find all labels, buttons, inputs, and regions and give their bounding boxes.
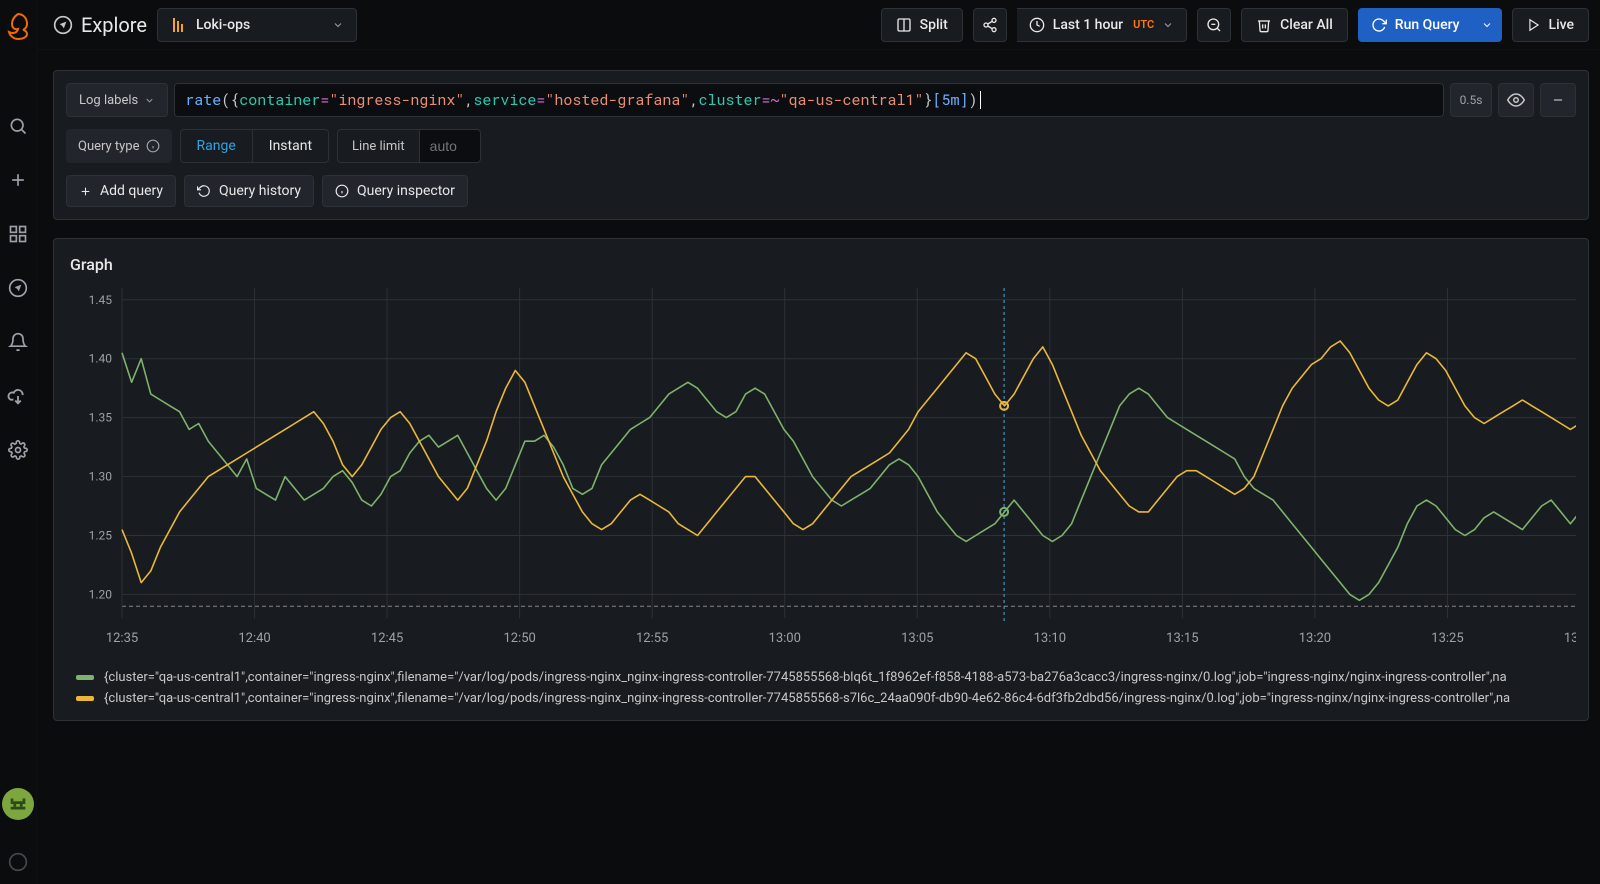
legend-item[interactable]: {cluster="qa-us-central1",container="ing… bbox=[76, 691, 1572, 706]
query-inspector-button[interactable]: Query inspector bbox=[322, 175, 468, 207]
info-icon bbox=[146, 139, 160, 153]
query-type-instant[interactable]: Instant bbox=[253, 129, 329, 163]
chart-legend: {cluster="qa-us-central1",container="ing… bbox=[66, 664, 1576, 708]
svg-text:13:10: 13:10 bbox=[1034, 631, 1066, 646]
play-icon bbox=[1527, 18, 1541, 32]
run-query-group: Run Query bbox=[1358, 8, 1502, 42]
log-labels-text: Log labels bbox=[79, 93, 138, 108]
time-range-button[interactable]: Last 1 hour UTC bbox=[1017, 8, 1187, 42]
zoom-out-button[interactable] bbox=[1197, 8, 1231, 42]
compass-icon bbox=[53, 15, 73, 35]
line-limit-label: Line limit bbox=[337, 129, 419, 163]
gear-icon[interactable] bbox=[0, 432, 36, 468]
svg-text:1.35: 1.35 bbox=[89, 411, 113, 425]
plus-icon bbox=[79, 185, 92, 198]
svg-text:12:45: 12:45 bbox=[371, 631, 403, 646]
svg-text:13:15: 13:15 bbox=[1166, 631, 1198, 646]
datasource-name: Loki-ops bbox=[196, 17, 324, 33]
legend-item[interactable]: {cluster="qa-us-central1",container="ing… bbox=[76, 670, 1572, 685]
line-limit-input[interactable] bbox=[419, 129, 481, 163]
query-type-range[interactable]: Range bbox=[180, 129, 253, 163]
svg-text:13:20: 13:20 bbox=[1299, 631, 1331, 646]
time-range-group: Last 1 hour UTC bbox=[1017, 8, 1187, 42]
minus-icon bbox=[1551, 93, 1565, 107]
plus-icon[interactable] bbox=[0, 162, 36, 198]
alerting-icon[interactable] bbox=[0, 324, 36, 360]
query-history-label: Query history bbox=[219, 183, 301, 199]
svg-text:13:30: 13:30 bbox=[1564, 631, 1576, 646]
graph-panel: Graph 1.20 1.25 1.30 1.35 1.40 1.45 12:35 12:40… bbox=[53, 238, 1589, 721]
explore-icon[interactable] bbox=[0, 270, 36, 306]
topbar: Explore Loki-ops Split Last 1 hour UTC bbox=[37, 0, 1600, 50]
loki-icon bbox=[170, 16, 188, 34]
query-editor-panel: Log labels rate({container="ingress-ngin… bbox=[53, 70, 1589, 220]
share-icon bbox=[982, 17, 998, 33]
left-nav bbox=[0, 0, 37, 884]
query-preview-button[interactable] bbox=[1498, 83, 1534, 117]
chevron-down-icon bbox=[332, 19, 344, 31]
svg-text:1.30: 1.30 bbox=[89, 470, 113, 484]
trash-icon bbox=[1256, 17, 1272, 33]
run-query-dropdown[interactable] bbox=[1473, 8, 1502, 42]
search-icon[interactable] bbox=[0, 108, 36, 144]
query-type-segmented: Range Instant bbox=[180, 129, 330, 163]
grafana-logo[interactable] bbox=[2, 10, 34, 42]
clear-all-label: Clear All bbox=[1280, 17, 1333, 33]
svg-text:12:40: 12:40 bbox=[238, 631, 270, 646]
svg-text:13:25: 13:25 bbox=[1431, 631, 1463, 646]
legend-swatch bbox=[76, 675, 94, 680]
query-input[interactable]: rate({container="ingress-nginx", service… bbox=[174, 83, 1444, 117]
info-icon bbox=[335, 184, 349, 198]
run-query-button[interactable]: Run Query bbox=[1358, 8, 1473, 42]
chevron-down-icon bbox=[1481, 19, 1493, 31]
svg-text:12:35: 12:35 bbox=[106, 631, 138, 646]
cloud-icon[interactable] bbox=[0, 378, 36, 414]
chevron-down-icon bbox=[1162, 19, 1174, 31]
history-icon bbox=[197, 184, 211, 198]
legend-label: {cluster="qa-us-central1",container="ing… bbox=[104, 691, 1510, 706]
log-labels-button[interactable]: Log labels bbox=[66, 83, 168, 117]
help-icon[interactable] bbox=[0, 844, 36, 880]
svg-text:12:50: 12:50 bbox=[503, 631, 535, 646]
svg-text:13:05: 13:05 bbox=[901, 631, 933, 646]
svg-text:12:55: 12:55 bbox=[636, 631, 668, 646]
query-exec-time: 0.5s bbox=[1450, 83, 1492, 117]
split-icon bbox=[896, 17, 912, 33]
legend-label: {cluster="qa-us-central1",container="ing… bbox=[104, 670, 1507, 685]
split-label: Split bbox=[920, 17, 948, 33]
split-button[interactable]: Split bbox=[881, 8, 963, 42]
clock-icon bbox=[1029, 17, 1045, 33]
refresh-icon bbox=[1371, 17, 1387, 33]
page-title: Explore bbox=[53, 13, 147, 37]
live-button[interactable]: Live bbox=[1512, 8, 1589, 42]
query-history-button[interactable]: Query history bbox=[184, 175, 314, 207]
dashboards-icon[interactable] bbox=[0, 216, 36, 252]
clear-all-button[interactable]: Clear All bbox=[1241, 8, 1348, 42]
svg-text:1.25: 1.25 bbox=[89, 529, 113, 543]
svg-text:13:00: 13:00 bbox=[769, 631, 801, 646]
share-button[interactable] bbox=[973, 8, 1007, 42]
eye-icon bbox=[1507, 91, 1525, 109]
avatar[interactable] bbox=[2, 788, 34, 820]
query-inspector-label: Query inspector bbox=[357, 183, 455, 199]
add-query-button[interactable]: Add query bbox=[66, 175, 176, 207]
svg-text:1.40: 1.40 bbox=[89, 352, 113, 366]
chevron-down-icon bbox=[144, 95, 155, 106]
zoom-out-icon bbox=[1206, 17, 1222, 33]
time-series-chart[interactable]: 1.20 1.25 1.30 1.35 1.40 1.45 12:35 12:40 12:45 1… bbox=[66, 288, 1576, 664]
run-query-label: Run Query bbox=[1395, 17, 1460, 33]
legend-swatch bbox=[76, 696, 94, 701]
graph-title: Graph bbox=[66, 251, 1576, 288]
query-type-label: Query type bbox=[66, 129, 172, 163]
svg-text:1.45: 1.45 bbox=[89, 293, 113, 307]
explore-title-text: Explore bbox=[81, 13, 147, 37]
time-range-label: Last 1 hour bbox=[1053, 17, 1123, 33]
live-label: Live bbox=[1549, 17, 1574, 33]
svg-text:1.20: 1.20 bbox=[89, 587, 113, 601]
time-tz: UTC bbox=[1133, 18, 1154, 31]
add-query-label: Add query bbox=[100, 183, 163, 199]
datasource-picker[interactable]: Loki-ops bbox=[157, 8, 357, 42]
query-collapse-button[interactable] bbox=[1540, 83, 1576, 117]
